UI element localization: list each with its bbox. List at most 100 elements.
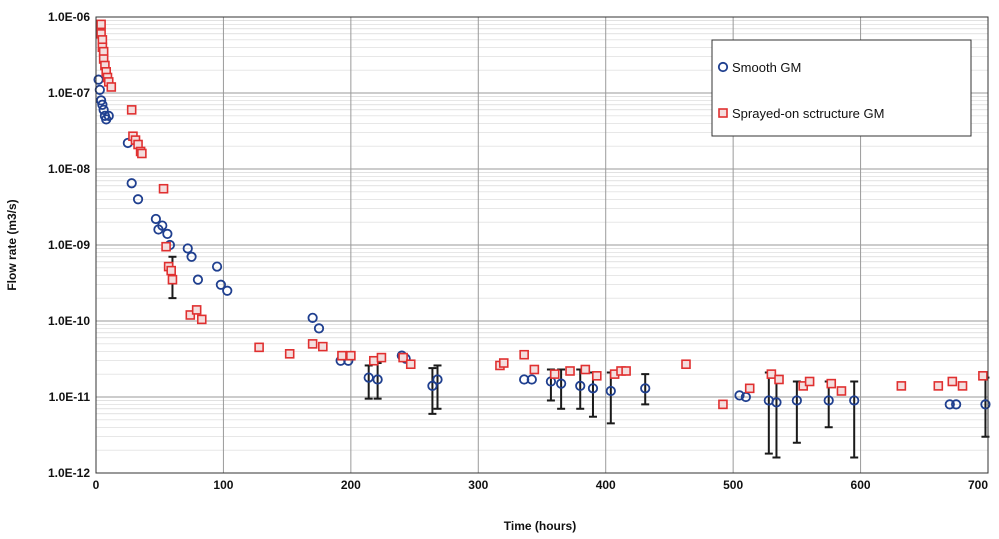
data-point-smooth: [211, 261, 223, 272]
data-point-sprayed: [957, 381, 968, 391]
data-point-sprayed: [167, 274, 178, 285]
data-point-smooth: [605, 385, 616, 397]
data-point-sprayed: [804, 376, 815, 387]
data-point-sprayed: [318, 341, 328, 352]
series-sprayed-on-gm: [96, 19, 988, 410]
data-point-smooth: [427, 380, 438, 391]
tick-labels: 1.0E-12 1.0E-11 1.0E-10 1.0E-09 1.0E-08 1.0E-…: [48, 10, 988, 492]
legend-box: [711, 39, 972, 137]
data-point-sprayed: [947, 376, 958, 387]
data-point-smooth: [734, 390, 745, 401]
y-tick-label: 1.0E-11: [49, 390, 91, 404]
data-point-sprayed: [933, 381, 944, 391]
data-point-sprayed: [549, 369, 560, 379]
data-point-sprayed: [519, 349, 529, 360]
data-point-sprayed: [376, 352, 387, 363]
data-point-sprayed: [106, 82, 117, 92]
data-point-smooth: [951, 399, 962, 410]
x-tick-label: 700: [968, 478, 988, 492]
data-point-smooth: [575, 380, 586, 391]
data-point-sprayed: [744, 383, 755, 394]
x-axis-title: Time (hours): [504, 519, 576, 533]
y-tick-label: 1.0E-09: [48, 238, 90, 252]
data-point-smooth: [849, 395, 860, 406]
data-point-sprayed: [191, 305, 202, 315]
data-point-sprayed: [137, 148, 147, 159]
data-point-sprayed: [196, 314, 207, 325]
data-point-smooth: [771, 397, 782, 408]
data-point-smooth: [640, 383, 651, 394]
x-tick-label: 400: [596, 478, 616, 492]
data-point-sprayed: [405, 359, 416, 370]
data-point-sprayed: [580, 364, 591, 375]
data-point-smooth: [372, 374, 383, 385]
data-series: [93, 19, 991, 410]
data-point-sprayed: [774, 374, 784, 385]
x-tick-label: 100: [213, 478, 233, 492]
x-tick-label: 200: [341, 478, 361, 492]
y-tick-label: 1.0E-10: [48, 314, 90, 328]
data-point-sprayed: [346, 350, 356, 361]
data-point-sprayed: [185, 310, 196, 320]
data-point-sprayed: [284, 349, 295, 359]
data-point-smooth: [526, 374, 537, 385]
legend-marker-sprayed: [718, 108, 728, 118]
plot-border: [95, 16, 989, 474]
y-tick-label: 1.0E-08: [48, 162, 90, 176]
data-point-smooth: [944, 399, 955, 410]
legend-label-smooth: Smooth GM: [732, 60, 801, 75]
data-point-smooth: [980, 399, 991, 410]
data-point-smooth: [192, 274, 204, 285]
data-point-smooth: [215, 279, 226, 290]
x-tick-label: 300: [468, 478, 488, 492]
y-axis-title: Flow rate (m3/s): [5, 199, 19, 290]
data-point-smooth: [313, 323, 325, 334]
data-point-sprayed: [161, 241, 171, 252]
data-point-smooth: [95, 95, 107, 106]
data-point-smooth: [432, 374, 443, 385]
error-bar: [433, 364, 442, 410]
data-point-sprayed: [826, 378, 837, 389]
data-point-sprayed: [96, 19, 106, 30]
legend: Smooth GM Sprayed-on sctructure GM: [711, 39, 972, 137]
data-point-sprayed: [529, 364, 540, 375]
data-point-smooth: [97, 99, 108, 110]
data-point-sprayed: [978, 371, 988, 381]
data-point-smooth: [182, 243, 193, 254]
x-tick-label: 600: [851, 478, 871, 492]
data-point-smooth: [222, 285, 233, 296]
data-point-smooth: [162, 228, 173, 239]
data-point-smooth: [791, 395, 802, 406]
data-point-sprayed: [591, 371, 602, 381]
error-bar: [641, 373, 650, 406]
data-point-sprayed: [766, 369, 777, 379]
data-point-smooth: [157, 220, 168, 231]
data-point-sprayed: [896, 381, 907, 391]
data-point-sprayed: [368, 355, 379, 366]
x-tick-label: 0: [93, 478, 100, 492]
data-point-smooth: [186, 251, 197, 262]
data-point-smooth: [823, 395, 834, 406]
data-point-sprayed: [166, 265, 176, 276]
y-tick-label: 1.0E-06: [48, 10, 90, 24]
data-point-sprayed: [126, 105, 137, 115]
data-point-smooth: [307, 312, 318, 323]
data-point-sprayed: [337, 350, 347, 361]
data-point-sprayed: [254, 342, 264, 353]
data-point-smooth: [103, 110, 114, 121]
legend-markers: [717, 61, 729, 118]
data-point-sprayed: [836, 386, 847, 396]
data-point-sprayed: [307, 339, 318, 349]
series-smooth-gm: [93, 74, 991, 410]
legend-label-sprayed: Sprayed-on sctructure GM: [732, 106, 884, 121]
data-point-smooth: [126, 178, 137, 189]
data-point-sprayed: [398, 352, 408, 363]
legend-marker-smooth: [717, 61, 729, 73]
error-bar: [850, 380, 859, 459]
data-point-sprayed: [158, 183, 169, 194]
data-point-smooth: [150, 213, 161, 225]
data-point-smooth: [587, 383, 599, 394]
y-tick-label: 1.0E-12: [48, 466, 90, 480]
data-point-smooth: [556, 378, 567, 389]
data-point-sprayed: [681, 359, 691, 370]
